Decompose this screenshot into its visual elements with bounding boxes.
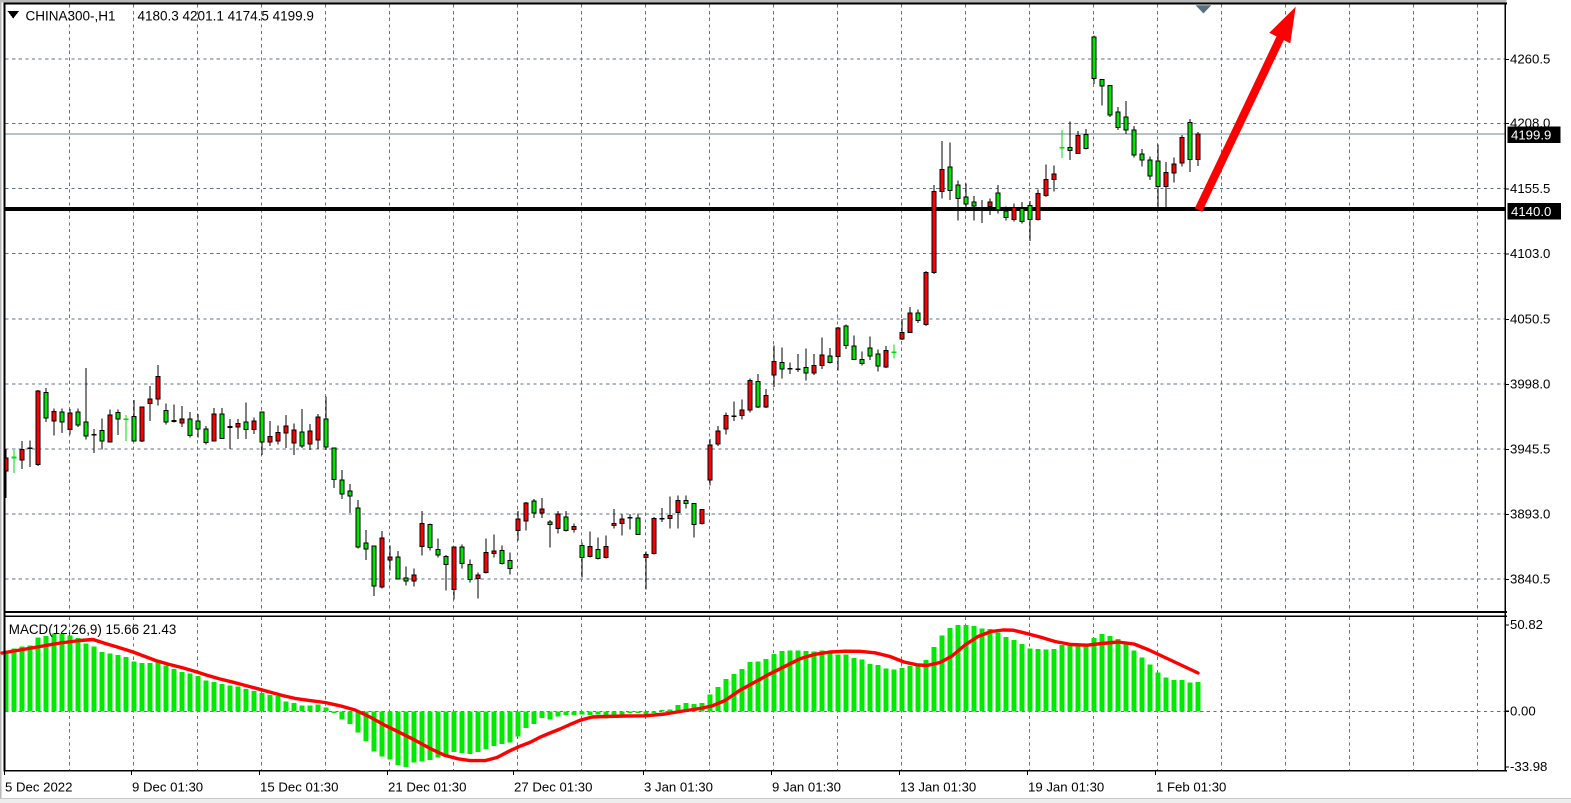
svg-text:-33.98: -33.98 — [1510, 759, 1547, 774]
svg-text:0.00: 0.00 — [1510, 703, 1536, 718]
svg-text:27 Dec 01:30: 27 Dec 01:30 — [514, 779, 592, 794]
svg-text:9 Dec 01:30: 9 Dec 01:30 — [132, 779, 203, 794]
svg-text:4199.9: 4199.9 — [1511, 128, 1551, 143]
svg-text:4140.0: 4140.0 — [1511, 204, 1551, 219]
svg-text:4155.5: 4155.5 — [1510, 181, 1550, 196]
svg-text:3893.0: 3893.0 — [1510, 507, 1550, 522]
svg-text:50.82: 50.82 — [1510, 617, 1543, 632]
svg-text:4180.3 4201.1 4174.5 4199.9: 4180.3 4201.1 4174.5 4199.9 — [138, 9, 314, 24]
svg-text:MACD(12,26,9) 15.66 21.43: MACD(12,26,9) 15.66 21.43 — [9, 622, 176, 637]
svg-text:4260.5: 4260.5 — [1510, 52, 1550, 67]
svg-text:4050.5: 4050.5 — [1510, 312, 1550, 327]
svg-text:3 Jan 01:30: 3 Jan 01:30 — [644, 779, 713, 794]
svg-text:3998.0: 3998.0 — [1510, 377, 1550, 392]
svg-text:15 Dec 01:30: 15 Dec 01:30 — [260, 779, 338, 794]
svg-text:21 Dec 01:30: 21 Dec 01:30 — [388, 779, 466, 794]
svg-text:3945.5: 3945.5 — [1510, 442, 1550, 457]
svg-text:1 Feb 01:30: 1 Feb 01:30 — [1156, 779, 1226, 794]
svg-text:5 Dec 2022: 5 Dec 2022 — [5, 779, 72, 794]
svg-text:4103.0: 4103.0 — [1510, 246, 1550, 261]
svg-text:9 Jan 01:30: 9 Jan 01:30 — [772, 779, 841, 794]
svg-text:3840.5: 3840.5 — [1510, 572, 1550, 587]
svg-text:CHINA300-,H1: CHINA300-,H1 — [26, 9, 116, 24]
svg-text:13 Jan 01:30: 13 Jan 01:30 — [900, 779, 976, 794]
svg-text:19 Jan 01:30: 19 Jan 01:30 — [1028, 779, 1104, 794]
